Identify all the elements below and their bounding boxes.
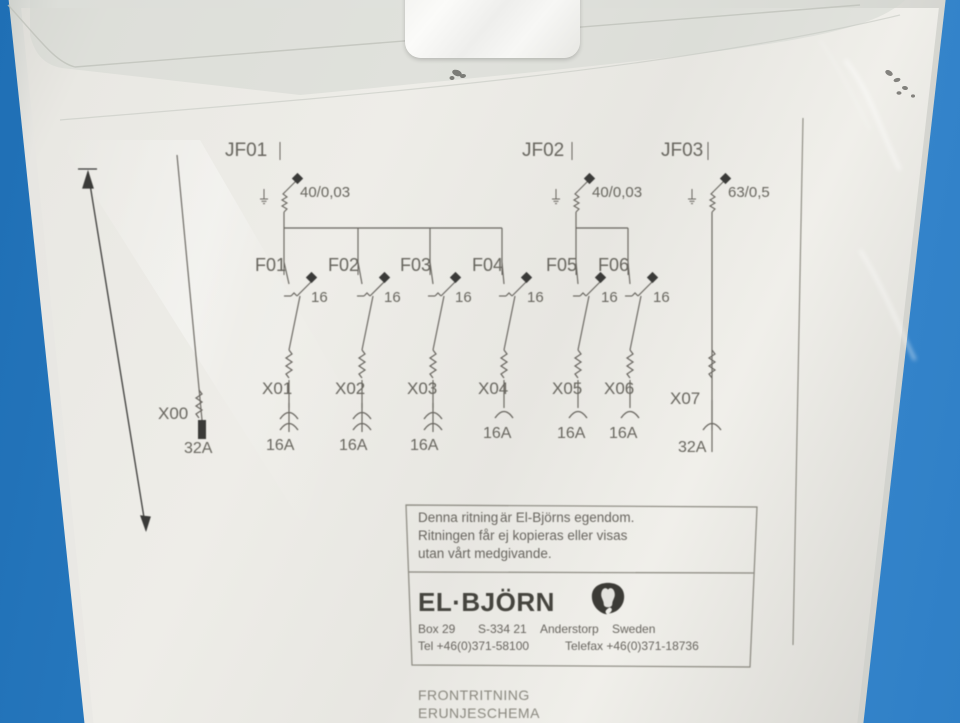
svg-text:X06: X06	[604, 379, 634, 398]
svg-text:F03: F03	[400, 255, 431, 275]
svg-text:F01: F01	[255, 255, 286, 275]
svg-text:16: 16	[311, 289, 328, 306]
svg-text:F06: F06	[598, 255, 629, 275]
svg-text:utan vårt medgivande.: utan vårt medgivande.	[418, 546, 552, 561]
svg-text:16A: 16A	[557, 425, 586, 442]
svg-text:Box 29: Box 29	[418, 622, 456, 636]
svg-text:X01: X01	[262, 379, 292, 398]
svg-text:16: 16	[384, 289, 401, 306]
svg-text:JF03: JF03	[661, 140, 703, 161]
svg-text:S-334 21: S-334 21	[478, 622, 527, 636]
svg-text:Anderstorp: Anderstorp	[540, 622, 599, 636]
svg-text:JF02: JF02	[522, 140, 564, 161]
svg-text:16: 16	[527, 289, 544, 306]
svg-text:Sweden: Sweden	[612, 622, 655, 636]
svg-text:Denna ritning: Denna ritning	[418, 510, 498, 525]
svg-text:F04: F04	[472, 255, 503, 275]
svg-text:Ritningen får ej kopieras elle: Ritningen får ej kopieras eller visas	[418, 528, 628, 543]
svg-text:40/0,03: 40/0,03	[592, 184, 642, 201]
svg-text:16: 16	[653, 289, 670, 306]
svg-text:16A: 16A	[410, 437, 439, 454]
svg-text:F02: F02	[328, 255, 359, 275]
svg-text:16A: 16A	[483, 425, 512, 442]
svg-text:X00: X00	[158, 404, 188, 423]
svg-text:JF01: JF01	[225, 140, 267, 161]
svg-text:32A: 32A	[184, 440, 213, 457]
svg-text:16: 16	[455, 289, 472, 306]
svg-text:63/0,5: 63/0,5	[728, 184, 770, 201]
svg-text:är El-Björns egendom.: är El-Björns egendom.	[500, 510, 634, 525]
svg-text:X05: X05	[552, 379, 582, 398]
svg-text:X07: X07	[670, 389, 700, 408]
svg-text:FRONTRITNING: FRONTRITNING	[418, 687, 530, 703]
svg-text:16A: 16A	[266, 437, 295, 454]
svg-text:EL·BJÖRN: EL·BJÖRN	[418, 587, 555, 617]
svg-text:32A: 32A	[678, 439, 707, 456]
svg-text:Telefax +46(0)371-18736: Telefax +46(0)371-18736	[565, 639, 699, 653]
svg-text:F05: F05	[546, 255, 577, 275]
svg-text:16: 16	[601, 289, 618, 306]
svg-text:16A: 16A	[609, 425, 638, 442]
svg-text:16A: 16A	[339, 437, 368, 454]
svg-text:Tel +46(0)371-58100: Tel +46(0)371-58100	[418, 639, 529, 653]
svg-text:X03: X03	[407, 379, 437, 398]
svg-text:X02: X02	[335, 379, 365, 398]
svg-text:X04: X04	[478, 379, 508, 398]
svg-text:40/0,03: 40/0,03	[300, 184, 350, 201]
svg-text:ERUNJESCHEMA: ERUNJESCHEMA	[418, 705, 540, 721]
